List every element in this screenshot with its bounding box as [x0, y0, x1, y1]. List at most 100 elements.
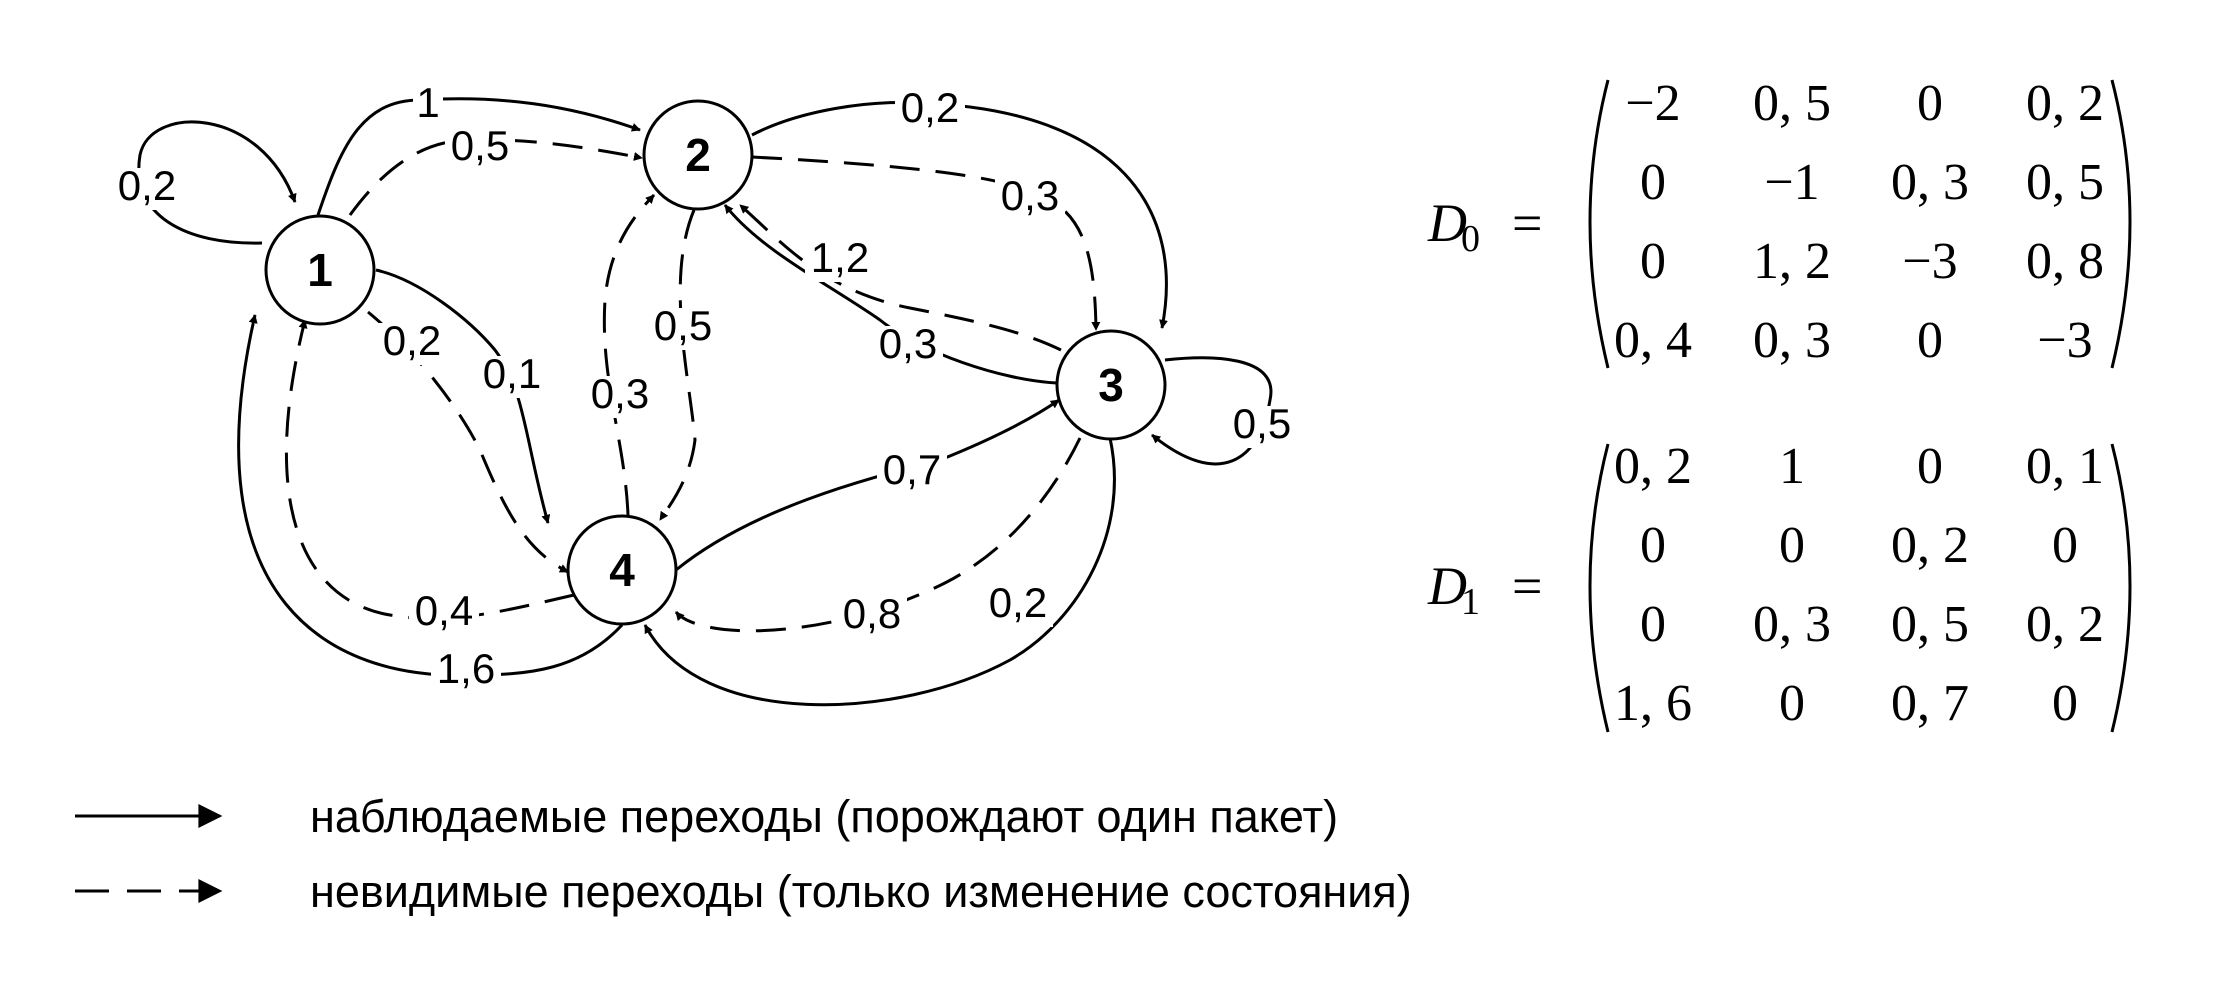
edge-3-to-4-solid [643, 437, 1116, 707]
matrix-d1-left-paren [1588, 443, 1610, 733]
matrix-d1-cell-r2-c4: 0 [2052, 517, 2078, 574]
matrix-d0-cell-r2-c2: −1 [1764, 154, 1819, 211]
edge-label-bg-4-2-dashed [585, 376, 655, 418]
matrix-d0-cell-r4-c3: 0 [1917, 312, 1943, 369]
state-label-4: 4 [609, 544, 635, 596]
edge-label-bg-1-4-dashed [377, 323, 447, 365]
edge-2-to-3-solid [751, 101, 1168, 329]
state-label-3: 3 [1098, 359, 1124, 411]
edge-label-1-4-dashed: 0,2 [383, 317, 441, 364]
edge-label-bg-1-2-dashed [445, 128, 515, 170]
edge-label-4-1-dashed: 0,4 [415, 587, 473, 634]
matrix-d0-cell-r1-c1: −2 [1625, 75, 1680, 132]
matrix-d0-cell-r3-c2: 1, 2 [1753, 233, 1831, 290]
matrix-d0-subscript: 0 [1461, 218, 1480, 260]
matrix-d1-cell-r3-c2: 0, 3 [1753, 596, 1831, 653]
matrix-d0-cell-r2-c3: 0, 3 [1891, 154, 1969, 211]
edge-label-2-3-solid: 0,2 [901, 84, 959, 131]
matrix-d1-cell-r2-c2: 0 [1779, 517, 1805, 574]
edge-label-1-2-solid: 1 [416, 79, 439, 126]
edge-label-4-3-solid: 0,7 [883, 446, 941, 493]
matrix-d1-cell-r3-c4: 0, 2 [2026, 596, 2104, 653]
legend-solid-text: наблюдаемые переходы (порождают один пак… [310, 791, 1338, 842]
edge-1-to-4-solid [375, 268, 551, 524]
matrix-d0-cell-r1-c4: 0, 2 [2026, 75, 2104, 132]
matrix-d0-name: D [1427, 193, 1467, 253]
edge-2-to-4-dashed [658, 209, 697, 521]
state-nodes: 1 2 3 4 [264, 99, 1167, 626]
state-node-1 [264, 214, 376, 326]
edge-label-bg-4-1-dashed [409, 593, 479, 635]
matrix-d1-cell-r1-c1: 0, 2 [1614, 438, 1692, 495]
edge-4-to-1-dashed [285, 319, 575, 620]
edge-label-3-2-solid: 0,3 [879, 320, 937, 367]
edge-4-to-2-dashed [602, 193, 656, 516]
state-label-2: 2 [685, 129, 711, 181]
edge-label-bg-2-3-dashed [995, 178, 1065, 220]
edge-label-3-3-solid: 0,5 [1233, 400, 1291, 447]
matrix-d1-right-paren [2110, 443, 2132, 733]
edge-label-2-3-dashed: 0,3 [1001, 172, 1059, 219]
matrix-d1-cell-r3-c1: 0 [1640, 596, 1666, 653]
matrix-d1-cell-r1-c4: 0, 1 [2026, 438, 2104, 495]
matrix-d0-cell-r4-c1: 0, 4 [1614, 312, 1692, 369]
edge-1-to-1-solid [137, 120, 297, 245]
edge-3-to-4-dashed [674, 437, 1082, 633]
edge-4-to-3-solid [675, 398, 1060, 572]
matrix-d1-cell-r3-c3: 0, 5 [1891, 596, 1969, 653]
matrix-d0-equals: = [1512, 193, 1542, 253]
matrix-d0-cell-r2-c1: 0 [1640, 154, 1666, 211]
edge-label-bg-4-3-solid [877, 452, 947, 494]
transition-edges [137, 97, 1273, 707]
matrix-d0-cells: −2 0, 5 0 0, 2 0 −1 0, 3 0, 5 0 1, 2 −3 0, 8 0, 4 0, … [1614, 75, 2104, 369]
matrix-d0-cell-r3-c1: 0 [1640, 233, 1666, 290]
matrix-d1-cell-r2-c3: 0, 2 [1891, 517, 1969, 574]
matrix-d0-right-paren [2110, 79, 2132, 369]
edge-label-1-2-dashed: 0,5 [451, 122, 509, 169]
edge-4-to-1-solid [237, 314, 624, 677]
edge-label-3-2-dashed: 1,2 [811, 234, 869, 281]
matrix-d1-cell-r1-c3: 0 [1917, 438, 1943, 495]
matrix-d1-cells: 0, 2 1 0 0, 1 0 0 0, 2 0 0 0, 3 0, 5 0, 2 1, 6 0 0, 7 0 [1614, 438, 2104, 732]
matrix-d0-cell-r3-c4: 0, 8 [2026, 233, 2104, 290]
matrix-d1-cell-r4-c2: 0 [1779, 675, 1805, 732]
edge-label-bg-4-1-solid [431, 651, 501, 693]
edge-label-bg-3-2-dashed [805, 240, 875, 282]
matrix-d1-equals: = [1512, 556, 1542, 616]
edge-label-bg-3-4-solid [983, 585, 1053, 627]
matrix-d1-cell-r4-c4: 0 [2052, 675, 2078, 732]
matrix-d0-cell-r4-c2: 0, 3 [1753, 312, 1831, 369]
edge-label-bg-2-4-dashed [648, 308, 718, 350]
edge-label-3-4-solid: 0,2 [989, 579, 1047, 626]
matrix-d0-left-paren [1588, 79, 1610, 369]
state-node-4 [566, 514, 678, 626]
edge-label-bg-1-4-solid [477, 356, 547, 398]
edge-3-to-3-solid [1151, 356, 1273, 466]
matrix-d0-cell-r2-c4: 0, 5 [2026, 154, 2104, 211]
legend-dashed-text: невидимые переходы (только изменение сос… [310, 866, 1412, 917]
matrix-d0: D 0 = −2 0, 5 0 0, 2 0 −1 0, 3 0, 5 0 1, 2 −3 0, 8 0… [1427, 75, 2132, 369]
edge-label-3-4-dashed: 0,8 [843, 590, 901, 637]
matrix-d1-cell-r1-c2: 1 [1779, 438, 1805, 495]
matrix-d0-cell-r4-c4: −3 [2037, 312, 2092, 369]
edge-label-bg-2-3-solid [895, 90, 965, 132]
matrix-d1-name: D [1427, 556, 1467, 616]
matrix-d0-cell-r3-c3: −3 [1902, 233, 1957, 290]
matrix-d1-cell-r2-c1: 0 [1640, 517, 1666, 574]
legend: наблюдаемые переходы (порождают один пак… [75, 791, 1412, 917]
edge-label-bg-1-2-solid [413, 85, 443, 127]
matrix-d1-cell-r4-c1: 1, 6 [1614, 675, 1692, 732]
matrix-d1-subscript: 1 [1461, 581, 1480, 623]
state-label-1: 1 [307, 244, 333, 296]
edge-3-to-2-dashed [739, 203, 1062, 352]
edge-label-2-4-dashed: 0,5 [654, 302, 712, 349]
matrix-d0-cell-r1-c2: 0, 5 [1753, 75, 1831, 132]
edge-3-to-2-solid [723, 204, 1058, 385]
edge-label-bg-3-3-solid [1227, 406, 1297, 448]
edge-label-4-1-solid: 1,6 [437, 645, 495, 692]
matrix-d1: D 1 = 0, 2 1 0 0, 1 0 0 0, 2 0 0 0, 3 0, 5 0, 2 1, 6… [1427, 438, 2132, 733]
edge-label-bg-1-1-solid [112, 168, 182, 210]
edge-label-bg-3-2-solid [873, 326, 943, 368]
matrix-d0-cell-r1-c3: 0 [1917, 75, 1943, 132]
